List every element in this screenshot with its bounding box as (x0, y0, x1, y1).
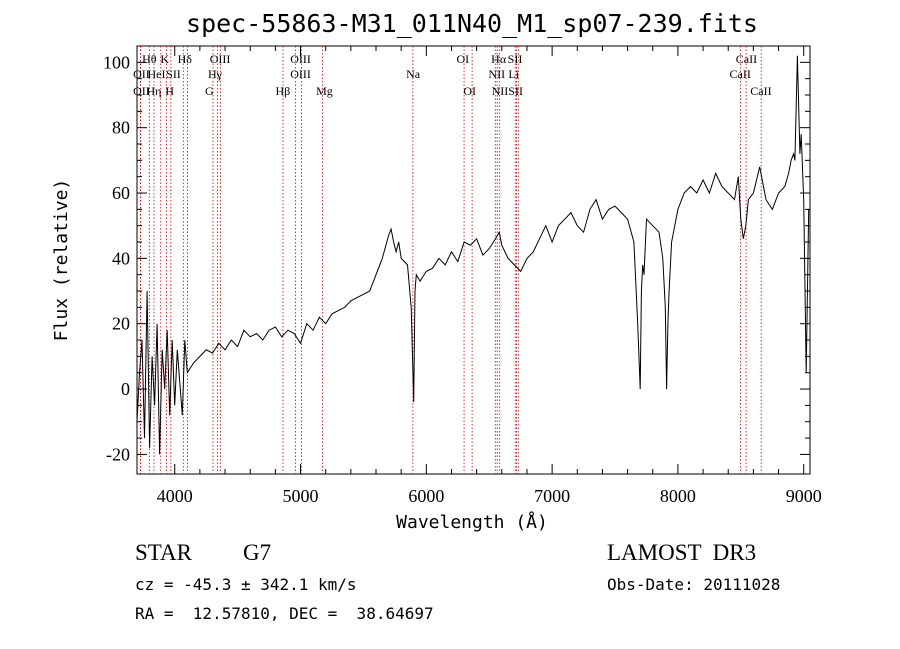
marker-label-H-theta: Hθ (142, 52, 157, 66)
marker-label-O-II-2: OII (133, 84, 150, 98)
marker-label-O-I-6300: OI (456, 52, 469, 66)
marker-label-S-II-6731: SII (508, 84, 523, 98)
object-subclass: G7 (243, 540, 272, 565)
y-tick-label: 40 (112, 248, 130, 268)
x-tick-label: 4000 (157, 486, 193, 506)
marker-label-O-I-6364: OI (463, 84, 476, 98)
obs-date: Obs-Date: 20111028 (607, 575, 781, 594)
x-tick-label: 6000 (408, 486, 444, 506)
marker-label-O-III-4959: OIII (290, 52, 311, 66)
marker-label-Mg: Mg (316, 84, 333, 98)
y-tick-label: 100 (103, 52, 130, 72)
marker-label-S-II-6716: SII (508, 52, 523, 66)
marker-label-O-III-5007: OIII (290, 67, 311, 81)
y-tick-label: -20 (106, 444, 130, 464)
x-tick-label: 8000 (660, 486, 696, 506)
marker-label-S-II-a: SII (166, 67, 181, 81)
marker-label-K: K (160, 52, 169, 66)
x-tick-label: 9000 (786, 486, 822, 506)
marker-label-N-II-6548: NII (488, 67, 505, 81)
marker-label-H-beta: Hβ (276, 84, 291, 98)
x-tick-label: 7000 (534, 486, 570, 506)
spectrum-line (136, 55, 810, 455)
marker-label-H-delta: Hδ (178, 52, 193, 66)
y-tick-label: 20 (112, 314, 130, 334)
y-axis-ticks: -20 0 20 40 60 80 100 (103, 52, 810, 464)
marker-label-H: H (165, 84, 174, 98)
marker-label-Ca-II-8662: CaII (750, 84, 771, 98)
y-axis-label: Flux (relative) (51, 179, 72, 342)
marker-label-He-I: HeI (147, 67, 165, 81)
marker-label-Ca-II-8498: CaII (730, 67, 751, 81)
x-axis-label: Wavelength (Å) (396, 511, 548, 533)
marker-label-H-eta: Hη (147, 84, 162, 98)
chart-title: spec-55863-M31_011N40_M1_sp07-239.fits (186, 9, 758, 38)
x-tick-label: 5000 (283, 486, 319, 506)
marker-label-H-gamma: Hγ (208, 67, 223, 81)
x-axis-ticks: 4000 5000 6000 7000 8000 9000 (157, 46, 822, 506)
y-tick-label: 80 (112, 118, 130, 138)
redshift-text: cz = -45.3 ± 342.1 km/s (135, 575, 357, 594)
marker-label-O-III-4363: OIII (210, 52, 231, 66)
marker-label-Li: Li (508, 67, 519, 81)
line-markers (139, 46, 762, 474)
y-tick-label: 0 (121, 379, 130, 399)
survey-name: LAMOST DR3 (607, 540, 757, 565)
coordinates: RA = 12.57810, DEC = 38.64697 (135, 604, 434, 623)
y-tick-label: 60 (112, 183, 130, 203)
marker-label-Na: Na (406, 67, 421, 81)
marker-label-O-II-1: OII (133, 67, 150, 81)
marker-label-N-II-6583: NII (492, 84, 509, 98)
marker-label-H-alpha: Hα (491, 52, 507, 66)
marker-label-Ca-II-8542: CaII (736, 52, 757, 66)
marker-label-G: G (205, 84, 214, 98)
plot-frame (136, 45, 811, 475)
object-class: STAR (135, 540, 192, 565)
